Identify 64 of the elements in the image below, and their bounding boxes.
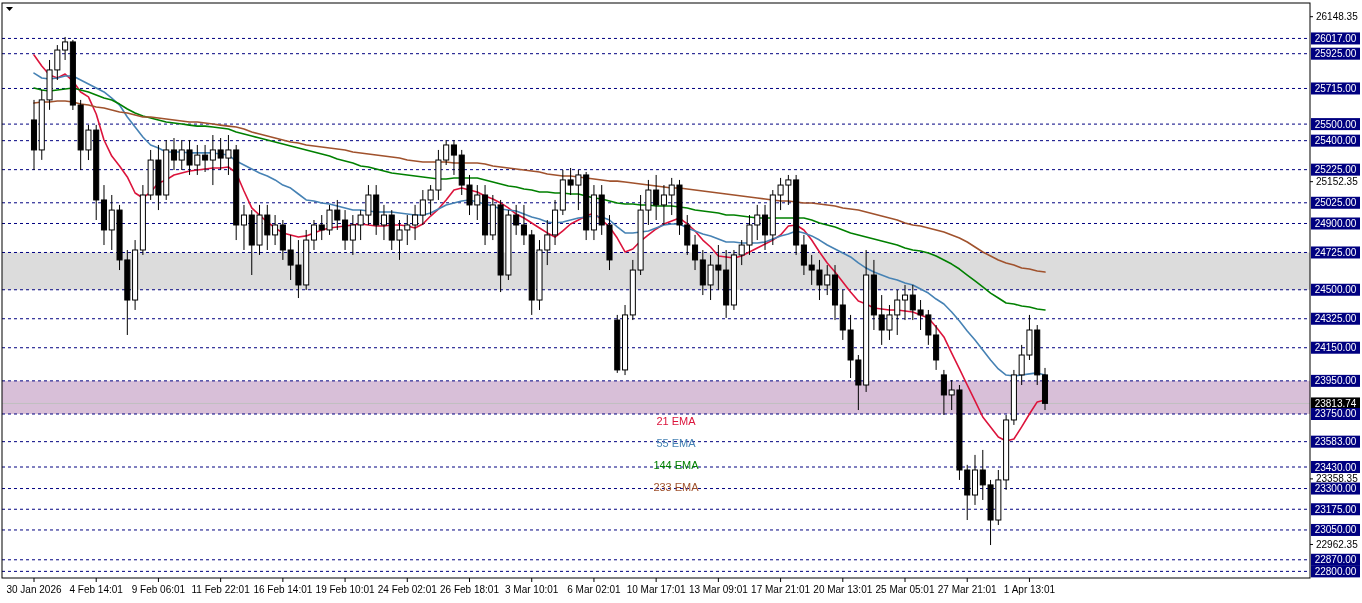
ref-line-label: 25715.00: [1314, 82, 1357, 94]
ref-line-label: 23430.00: [1314, 461, 1357, 473]
candlestick: [240, 204, 247, 251]
candlestick: [660, 184, 667, 226]
x-tick-label: 13 Mar 09:01: [688, 584, 749, 595]
candlestick: [310, 219, 317, 251]
y-tick-label: 26148.35: [1316, 11, 1359, 23]
x-tick-label: 19 Feb 10:01: [315, 584, 375, 595]
x-tick-label: 25 Mar 05:01: [875, 584, 935, 595]
y-tick-label: 23358.35: [1316, 473, 1359, 485]
ref-line-label: 23950.00: [1314, 375, 1357, 387]
candlestick: [901, 284, 909, 321]
x-tick-label: 1 Apr 13:01: [1003, 584, 1056, 595]
x-tick-label: 10 Mar 17:01: [626, 584, 687, 595]
line-series: [33, 87, 1046, 311]
ref-line-label: 23050.00: [1314, 524, 1357, 536]
ref-line-label: 25025.00: [1314, 197, 1357, 209]
ref-line-label: 24325.00: [1314, 313, 1357, 325]
ref-line-label: 26017.00: [1314, 32, 1357, 44]
ref-line-label: 22870.00: [1314, 554, 1357, 566]
ref-line-label: 24500.00: [1314, 284, 1357, 296]
text: 233 EMA: [653, 481, 700, 493]
candlestick: [170, 137, 178, 171]
text: 21 EMA: [656, 415, 697, 427]
ref-line-label: 25925.00: [1314, 48, 1357, 60]
ref-line-label: 24900.00: [1314, 217, 1357, 229]
text: 55 EMA: [656, 437, 697, 449]
x-tick-label: 30 Jan 2026: [6, 584, 62, 595]
candlestick: [450, 139, 457, 176]
ref-line-label: 25500.00: [1314, 118, 1357, 130]
ref-line-label: 23813.74: [1314, 397, 1357, 409]
x-tick-label: 26 Feb 18:01: [440, 584, 500, 595]
candlestick: [272, 214, 279, 246]
ref-line-label: 24150.00: [1314, 342, 1357, 354]
candlestick: [692, 234, 699, 271]
x-tick-label: 24 Feb 02:01: [377, 584, 438, 595]
ref-line-label: 23175.00: [1314, 503, 1357, 515]
x-tick-label: 4 Feb 14:01: [69, 584, 124, 595]
text: 144 EMA: [653, 459, 700, 471]
x-tick-label: 20 Mar 13:01: [813, 584, 873, 595]
ref-line-label: 22800.00: [1314, 565, 1357, 577]
ref-line-label: 25400.00: [1314, 135, 1357, 147]
ref-line-label: 23750.00: [1314, 408, 1357, 420]
x-tick-label: 9 Feb 06:01: [131, 584, 186, 595]
x-tick-label: 16 Feb 14:01: [253, 584, 313, 595]
candlestick: [800, 234, 807, 276]
x-tick-label: 3 Mar 10:01: [505, 584, 559, 595]
y-tick-label: 22962.35: [1316, 538, 1359, 550]
y-tick-label: 25152.35: [1316, 176, 1359, 188]
ref-line-label: 25225.00: [1314, 164, 1357, 176]
x-tick-label: 6 Mar 02:01: [567, 584, 622, 595]
line-series: [33, 100, 1046, 273]
candlestick: [380, 204, 387, 241]
candlestick: [412, 204, 419, 241]
candlestick: [762, 204, 769, 251]
candlestick: [202, 144, 209, 173]
ref-line-label: 23583.00: [1314, 436, 1357, 448]
candlestick: [520, 204, 527, 246]
x-tick-label: 27 Mar 21:01: [937, 584, 998, 595]
x-tick-label: 11 Feb 22:01: [191, 584, 251, 595]
x-tick-label: 17 Mar 21:01: [751, 584, 811, 595]
ref-line-label: 23300.00: [1314, 483, 1357, 495]
ref-line-label: 24725.00: [1314, 246, 1357, 258]
candlestick: [342, 209, 349, 251]
